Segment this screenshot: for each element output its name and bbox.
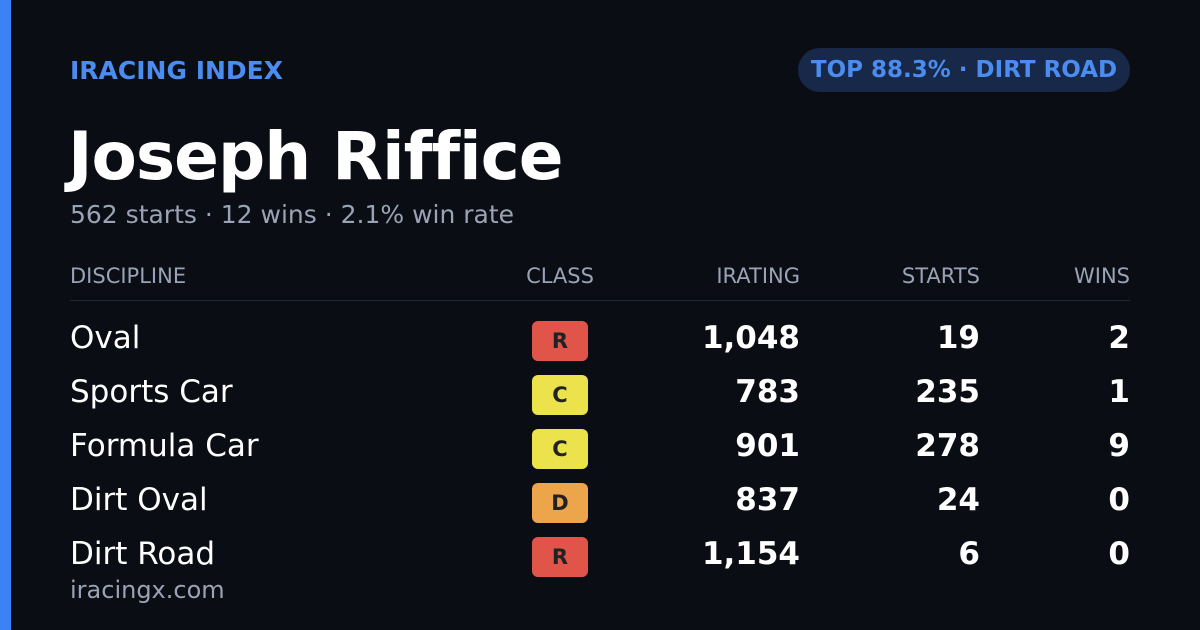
irating: 1,048	[701, 320, 800, 356]
discipline: Sports Car	[70, 374, 233, 410]
wins: 9	[1108, 428, 1130, 464]
irating: 837	[735, 482, 800, 518]
site: iracingx.com	[70, 576, 225, 604]
irating: 783	[735, 374, 800, 410]
discipline: Dirt Road	[70, 536, 216, 572]
class-badge: R	[532, 537, 588, 577]
starts: 19	[936, 320, 980, 356]
class-badge: C	[532, 429, 588, 469]
header-rule	[70, 300, 1130, 301]
wins: 0	[1108, 482, 1130, 518]
wins: 2	[1108, 320, 1130, 356]
column-header: IRATING	[716, 264, 800, 288]
starts: 278	[915, 428, 980, 464]
irating: 1,154	[701, 536, 800, 572]
starts: 24	[936, 482, 980, 518]
starts: 6	[958, 536, 980, 572]
column-header: WINS	[1074, 264, 1130, 288]
discipline: Dirt Oval	[70, 482, 208, 518]
column-header: STARTS	[901, 264, 980, 288]
irating: 901	[735, 428, 800, 464]
brand: IRACING INDEX	[70, 56, 284, 85]
driver-name: Joseph Riffice	[68, 118, 564, 195]
class-badge: D	[532, 483, 588, 523]
rank-badge: TOP 88.3% · DIRT ROAD	[798, 48, 1130, 92]
starts: 235	[915, 374, 980, 410]
discipline: Formula Car	[70, 428, 259, 464]
driver-stats: 562 starts · 12 wins · 2.1% win rate	[70, 200, 515, 229]
column-header: CLASS	[526, 264, 594, 288]
accent-bar	[0, 0, 11, 630]
wins: 1	[1108, 374, 1130, 410]
class-badge: C	[532, 375, 588, 415]
wins: 0	[1108, 536, 1130, 572]
discipline: Oval	[70, 320, 141, 356]
column-header: DISCIPLINE	[70, 264, 187, 288]
class-badge: R	[532, 321, 588, 361]
